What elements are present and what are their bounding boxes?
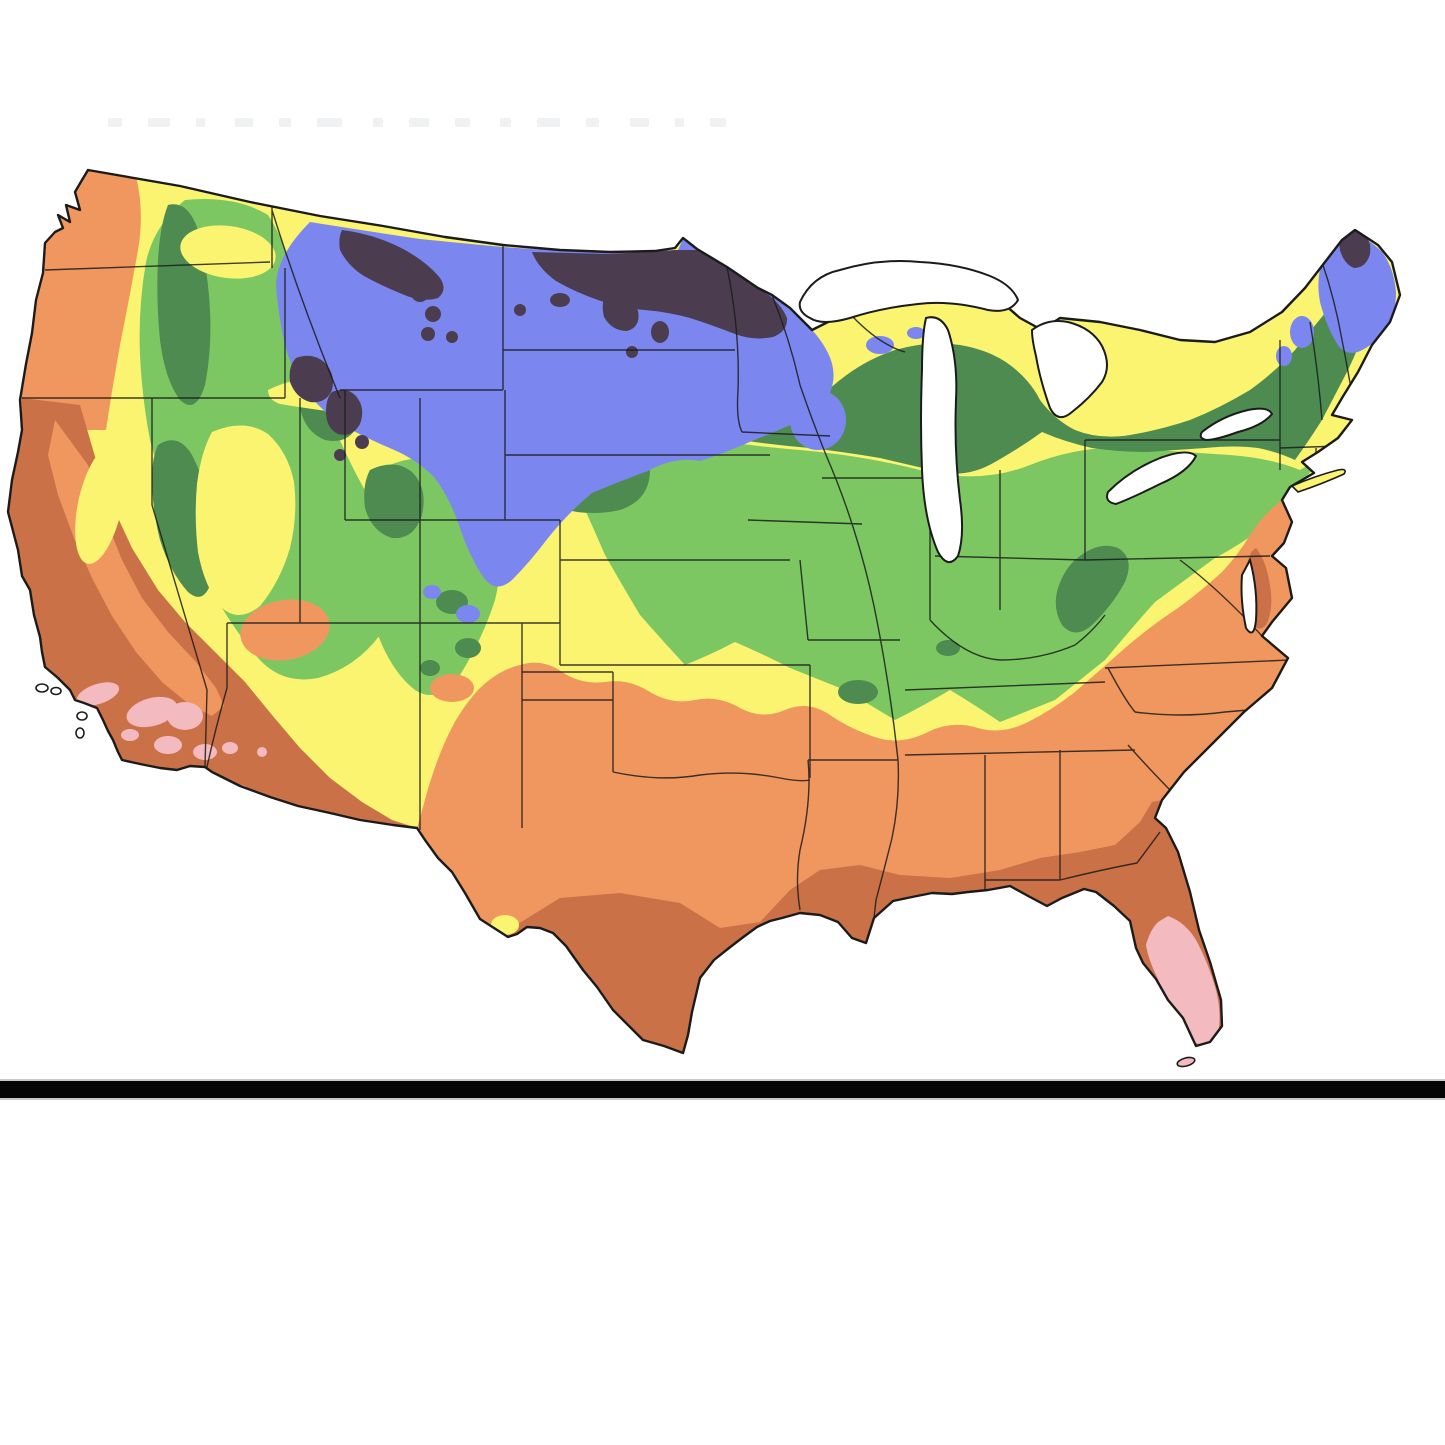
- zone-7-patch-eastwa: [180, 225, 276, 279]
- zone-8-region-nw-coast: [20, 170, 141, 430]
- zone-3-spot: [425, 306, 441, 322]
- zone-4-lobe-wi: [790, 390, 846, 450]
- zone-4-spot: [907, 327, 925, 339]
- zone-4-spot: [866, 336, 894, 354]
- zone-9-region-gulf: [500, 800, 1222, 1053]
- zone-fill-layers: [8, 170, 1400, 1053]
- zone-4-spot-co: [423, 585, 441, 599]
- zone-8-patch-nm2: [454, 715, 486, 735]
- zone-3-spot: [626, 346, 638, 358]
- zone-3-region-mt: [339, 230, 444, 300]
- great-lakes: [798, 260, 1274, 634]
- zone-10-spot-socal: [167, 702, 203, 730]
- zone-4-spot-nh: [1290, 316, 1314, 348]
- zone-3-spot: [334, 449, 346, 461]
- lake-huron: [1030, 320, 1108, 419]
- zone-10-spot-socal: [76, 682, 120, 706]
- channel-island: [75, 727, 85, 739]
- us-outline: [6, 168, 1402, 1055]
- zone-10-spot-socal: [121, 729, 139, 741]
- chesapeake-bay: [1240, 557, 1258, 634]
- zone-8-spot-tn: [1037, 750, 1059, 766]
- lake-erie: [1106, 451, 1198, 506]
- long-island: [1290, 468, 1346, 493]
- zone-5-region-appalachia: [1055, 545, 1129, 633]
- channel-island: [50, 686, 62, 696]
- zone-4-region-maine: [1318, 232, 1396, 353]
- zone-10-spot-socal: [257, 747, 267, 757]
- zone-3-spot: [421, 327, 435, 341]
- zone-5-spot: [936, 640, 960, 656]
- zone-7-patch-valley: [75, 446, 125, 564]
- zone-8-patch-ut: [240, 599, 330, 661]
- zone-3-region-maine: [1339, 229, 1371, 268]
- zone-3-spot: [550, 293, 570, 307]
- channel-island: [35, 683, 49, 693]
- zone-3-spot: [651, 321, 669, 343]
- zone-10-spot-socal: [126, 696, 178, 728]
- zone-6-region: [560, 426, 1355, 722]
- lake-michigan: [920, 316, 964, 563]
- channel-island: [76, 711, 88, 721]
- state-borders: [22, 205, 1353, 919]
- zone-5-spot: [455, 638, 481, 658]
- zone-8-patch-nm: [430, 674, 474, 702]
- zone-7-spot-bigbend: [491, 915, 519, 935]
- zone-7-patch-basin: [195, 425, 296, 615]
- zone-10-region-fl: [1146, 916, 1220, 1044]
- florida-keys: [1176, 1056, 1196, 1068]
- zone-3-region-ndmn: [532, 250, 788, 339]
- zone-10-spot-socal: [154, 736, 182, 754]
- zone-4-spot-vt: [1276, 346, 1292, 366]
- zone-3-region-wy2: [326, 389, 363, 435]
- zone-10-spot-socal: [222, 742, 238, 754]
- zone-5-spot-ozark: [838, 680, 878, 704]
- zone-3-spot: [411, 284, 429, 302]
- lake-ontario: [1199, 407, 1274, 442]
- zone-3-spot: [355, 435, 369, 449]
- islands: [35, 468, 1346, 1068]
- lake-superior: [798, 260, 1020, 323]
- zone-4-spot-nm: [456, 605, 480, 623]
- legend: ZONES: 345678910: [0, 1130, 1445, 1350]
- zone-3-lobe: [602, 290, 639, 331]
- zone-5-spot: [420, 660, 440, 676]
- divider-bar: [0, 1079, 1445, 1100]
- zone-3-region-wy1: [289, 355, 333, 403]
- faint-cropped-title-artifact: [108, 118, 1288, 134]
- zone-3-spot: [514, 304, 526, 316]
- zone-3-spot: [446, 331, 458, 343]
